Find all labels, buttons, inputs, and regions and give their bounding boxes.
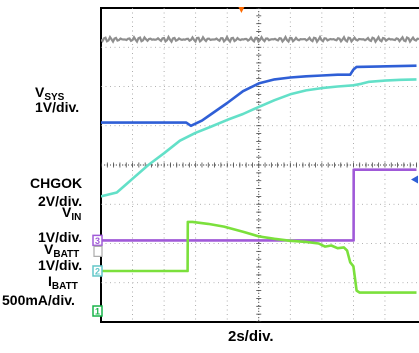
ibatt-channel-marker-label: 1 [95, 307, 100, 317]
waveform-traces [101, 34, 419, 294]
vbatt-label: VBATT [44, 242, 79, 262]
ibatt-name: IBATT [48, 273, 78, 292]
ibatt-channel-marker-box [92, 305, 103, 317]
time-position-marker-icon [238, 7, 245, 13]
chgok-channel-marker-label: 3 [95, 236, 100, 246]
vbatt-channel-marker-box [92, 265, 103, 277]
vin-label: VIN [62, 205, 81, 225]
vbatt-channel-marker-label: 2 [95, 266, 100, 276]
time-scale-label: 2s/div. [228, 328, 274, 345]
vbatt-scale: 1V/div. [38, 257, 83, 273]
top-trace-line [101, 34, 419, 44]
vin-channel-marker-box [93, 245, 103, 257]
chgok-channel-marker-box [92, 234, 103, 247]
channel-markers: 3 2 1 [92, 234, 103, 317]
vsys-trace-line [101, 64, 417, 128]
chgok-name: CHGOK [30, 175, 83, 191]
cyan-trace-line [101, 78, 417, 198]
vsys-name: VSYS [35, 84, 65, 103]
vin-name: VIN [62, 204, 82, 223]
vin-scale: 1V/div. [38, 229, 83, 245]
ibatt-label: IBATT [48, 274, 78, 294]
ibatt-scale: 500mA/div. [2, 292, 75, 308]
trigger-level-arrow-icon [411, 175, 418, 184]
chgok-trace-line [101, 168, 417, 242]
vbatt-name: VBATT [44, 241, 80, 260]
vsys-label: VSYS [35, 85, 64, 105]
vsys-scale: 1V/div. [35, 99, 80, 115]
vbatt-trace-line [101, 220, 417, 294]
chgok-scale: 2V/div. [38, 193, 83, 209]
